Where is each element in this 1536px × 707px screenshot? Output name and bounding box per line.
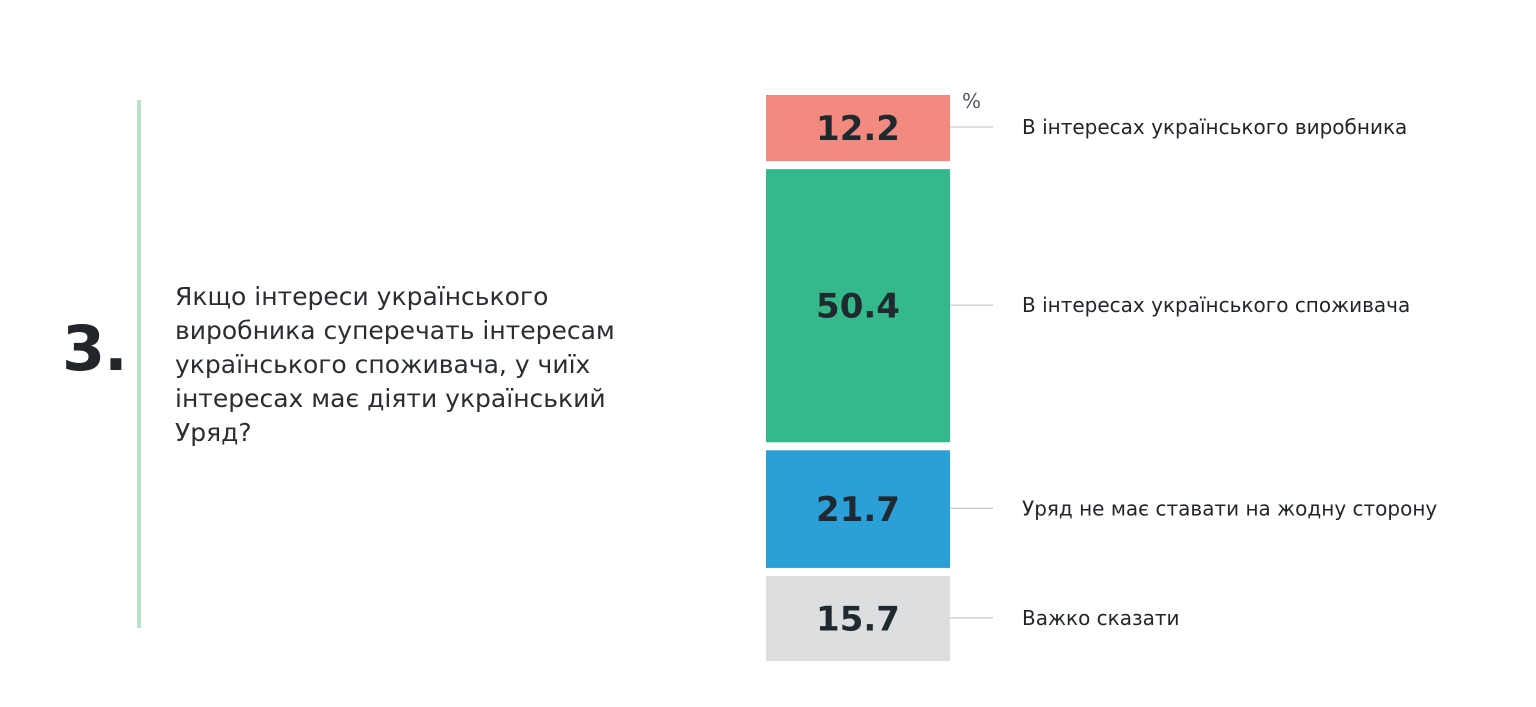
bar-segment-consumer	[766, 169, 950, 443]
value-label-consumer: 50.4	[816, 287, 900, 327]
question-text: Якщо інтереси українського виробника суп…	[175, 282, 615, 447]
category-label-producer: В інтересах українського виробника	[1022, 115, 1407, 139]
accent-line	[137, 100, 141, 628]
bar-segment-neutral	[766, 450, 950, 568]
bar-segment-hard-to-say	[766, 575, 950, 661]
value-label-hard-to-say: 15.7	[816, 599, 900, 639]
question-number: 3.	[62, 312, 128, 385]
value-label-producer: 12.2	[816, 109, 900, 149]
value-label-neutral: 21.7	[816, 490, 900, 530]
category-label-consumer: В інтересах українського споживача	[1022, 293, 1410, 317]
category-label-hard-to-say: Важко сказати	[1022, 606, 1180, 630]
unit-label: %	[962, 89, 981, 113]
category-label-neutral: Уряд не має ставати на жодну сторону	[1022, 496, 1437, 520]
bar-segment-producer	[766, 95, 950, 162]
